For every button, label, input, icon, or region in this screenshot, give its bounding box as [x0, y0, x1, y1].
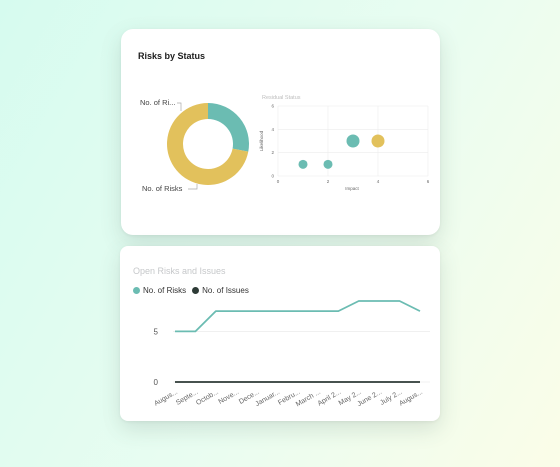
scatter-y-tick: 2: [271, 150, 274, 155]
line-x-tick: Augus...: [398, 389, 424, 408]
line-series-path[interactable]: [175, 300, 421, 333]
donut-label: No. of Ri...: [140, 98, 175, 107]
legend-dot-risks: [133, 287, 140, 294]
line-x-tick: Augus...: [153, 389, 179, 408]
scatter-y-axis-label: Likelihood: [259, 130, 264, 151]
line-x-tick: Nove...: [218, 389, 241, 406]
risks-by-status-card: Risks by Status No. of Ri... No. of Risks…: [121, 29, 440, 235]
risks-by-status-title: Risks by Status: [138, 51, 206, 61]
scatter-x-axis-label: Impact: [345, 186, 359, 191]
scatter-chart: Residual Status 0 2 4 6 0 2 4 6 Impact Likeliho…: [259, 95, 430, 191]
line-chart-legend: No. of Risks No. of Issues: [133, 286, 255, 295]
line-y-tick: 0: [154, 378, 159, 387]
donut-slice[interactable]: [208, 103, 250, 152]
donut-leader-line: [177, 102, 182, 111]
scatter-y-tick: 6: [271, 104, 274, 109]
scatter-point[interactable]: [371, 134, 385, 148]
scatter-point[interactable]: [323, 159, 333, 169]
donut-slice[interactable]: [167, 103, 249, 185]
legend-label-risks: No. of Risks: [143, 286, 187, 295]
scatter-x-tick: 2: [327, 179, 330, 184]
scatter-y-tick: 0: [271, 174, 274, 179]
legend-label-issues: No. of Issues: [202, 286, 249, 295]
donut-label: No. of Risks: [142, 184, 183, 193]
line-y-tick: 5: [154, 327, 159, 336]
scatter-y-tick: 4: [271, 127, 274, 132]
scatter-point[interactable]: [298, 159, 308, 169]
scatter-point[interactable]: [346, 134, 360, 148]
open-risks-issues-title: Open Risks and Issues: [133, 266, 226, 276]
scatter-x-tick: 4: [377, 179, 380, 184]
scatter-x-tick: 6: [427, 179, 430, 184]
legend-dot-issues: [192, 287, 200, 294]
open-risks-issues-card: Open Risks and Issues No. of Risks No. o…: [120, 246, 440, 421]
scatter-x-tick: 0: [277, 179, 280, 184]
donut-leader-line: [188, 184, 198, 190]
scatter-chart-title: Residual Status: [262, 95, 301, 101]
legend-item-issues[interactable]: No. of Issues: [192, 286, 249, 295]
donut-chart: No. of Ri... No. of Risks: [140, 98, 250, 193]
line-x-tick: Octob...: [195, 389, 220, 407]
line-chart: 05 Augus...Septe...Octob...Nove...Dece..…: [153, 300, 430, 408]
line-x-tick: April 2...: [317, 389, 343, 408]
legend-item-risks[interactable]: No. of Risks: [133, 286, 186, 295]
